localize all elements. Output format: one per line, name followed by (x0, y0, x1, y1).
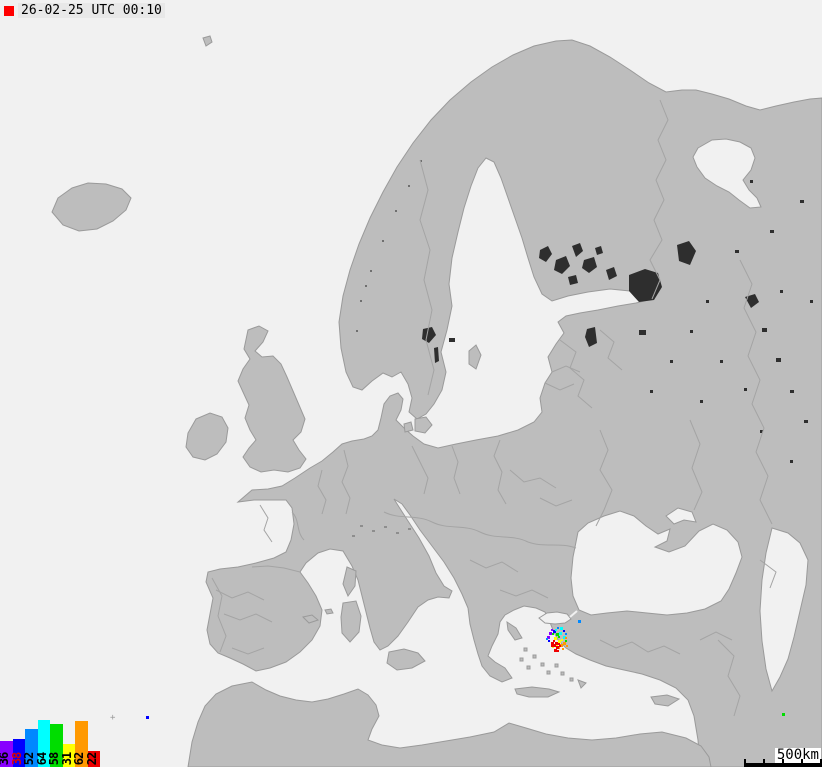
detector-station-marker: + (110, 713, 116, 723)
legend-bar-count: 22 (84, 752, 99, 766)
island-sardinia (340, 600, 362, 643)
landmass-great-britain (237, 325, 307, 473)
sea-of-marmara (538, 611, 572, 625)
scale-tick (782, 759, 784, 767)
legend-bar: 38 (10, 739, 25, 767)
island-menorca (324, 608, 334, 615)
black-sea (570, 510, 743, 616)
island-crete (514, 686, 561, 698)
borders-and-rivers (211, 99, 777, 717)
scale-tick (744, 759, 746, 767)
island-euboea (506, 620, 523, 641)
white-sea (692, 138, 762, 209)
legend-bar: 52 (22, 729, 38, 767)
lakes (422, 180, 813, 463)
island-corsica (342, 566, 357, 598)
island-mallorca (302, 614, 320, 624)
sea-of-azov (665, 507, 697, 525)
landmass-north-africa (187, 681, 712, 767)
legend-bar: 58 (47, 724, 63, 767)
scale-ruler (744, 759, 822, 767)
aegean-islands (519, 647, 574, 682)
bosphorus-strait (569, 610, 578, 618)
terrain-speckles (352, 160, 422, 537)
current-interval-color-icon (4, 5, 14, 16)
island-cyprus (650, 694, 681, 707)
island-zealand (414, 416, 433, 434)
timestamp-chip: 26-02-25 UTC 00:10 (4, 3, 165, 18)
legend-bar: 22 (84, 751, 100, 767)
map-scale: 500km (744, 745, 822, 767)
legend-bar: 64 (35, 720, 50, 767)
island-gotland (468, 344, 482, 370)
island-faroe (202, 35, 213, 47)
scale-tick (820, 759, 822, 767)
island-rhodes (577, 679, 587, 689)
legend-bar: 36 (0, 741, 13, 767)
scale-tick (801, 759, 803, 767)
island-sicily (386, 648, 426, 671)
legend-bar: 62 (72, 721, 88, 767)
landmass-ireland (185, 412, 229, 461)
legend-bar: 31 (60, 744, 75, 767)
dardanelles-strait (532, 620, 541, 629)
scale-distance-label: 500km (774, 747, 821, 763)
strike-count-histogram-legend: 36 38 52 64 58 31 62 22 (0, 720, 100, 767)
scale-tick (763, 759, 765, 767)
landmass-iceland (51, 182, 132, 232)
island-fyn (403, 421, 414, 433)
timestamp-label: 26-02-25 UTC 00:10 (18, 3, 165, 18)
